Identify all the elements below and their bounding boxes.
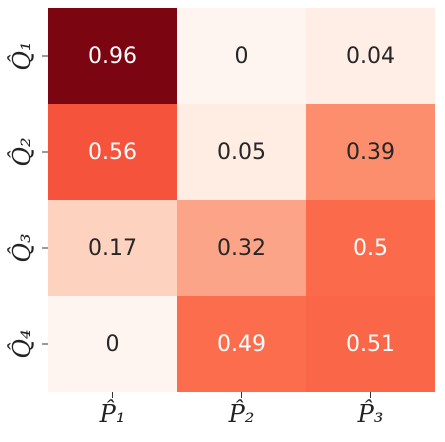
cell-value-label-r3-c2: 0.32 [217, 236, 266, 261]
y-tick-label-2: Q̂₂ [8, 137, 36, 166]
heatmap-cell-r4-c3 [306, 296, 435, 392]
heatmap-cell-r1-c3 [306, 8, 435, 104]
cell-value-label-r1-c1: 0.96 [88, 44, 137, 69]
heatmap-cell-r3-c3 [306, 200, 435, 296]
y-tick-label-3: Q̂₃ [8, 233, 36, 262]
cell-value-label-r4-c3: 0.51 [346, 332, 395, 357]
cell-value-label-r3-c1: 0.17 [88, 236, 137, 261]
heatmap-cell-r3-c1 [48, 200, 177, 296]
heatmap-cell-r4-c1 [48, 296, 177, 392]
cell-value-label-r3-c3: 0.5 [353, 236, 388, 261]
heatmap-cell-r2-c3 [306, 104, 435, 200]
cell-value-label-r4-c2: 0.49 [217, 332, 266, 357]
cell-value-label-r1-c3: 0.04 [346, 44, 395, 69]
heatmap-cell-r3-c2 [177, 200, 306, 296]
heatmap-cell-r4-c2 [177, 296, 306, 392]
y-tick-label-1: Q̂₁ [8, 41, 36, 70]
x-tick-label-2: P̂₂ [228, 400, 255, 428]
heatmap-cell-r2-c1 [48, 104, 177, 200]
y-tick-label-4: Q̂₄ [8, 329, 36, 358]
cell-value-label-r4-c1: 0 [106, 332, 120, 357]
cell-value-label-r2-c3: 0.39 [346, 140, 395, 165]
cell-value-label-r2-c2: 0.05 [217, 140, 266, 165]
x-tick-label-3: P̂₃ [357, 400, 384, 428]
cell-value-label-r1-c2: 0 [235, 44, 249, 69]
heatmap-cell-r1-c1 [48, 8, 177, 104]
heatmap-cell-r2-c2 [177, 104, 306, 200]
heatmap-cell-r1-c2 [177, 8, 306, 104]
x-tick-label-1: P̂₁ [99, 400, 126, 428]
cell-value-label-r2-c1: 0.56 [88, 140, 137, 165]
